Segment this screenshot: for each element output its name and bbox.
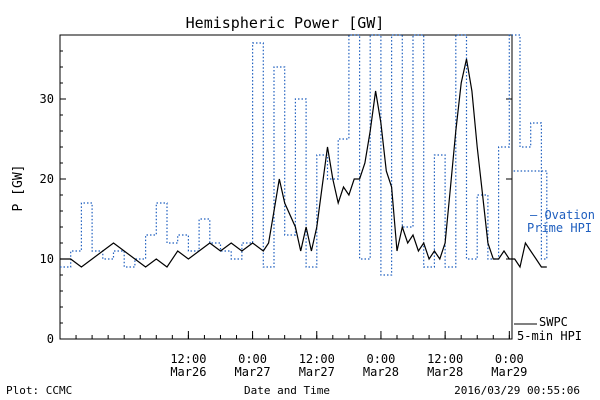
plot-timestamp: 2016/03/29 00:55:06 <box>454 384 580 397</box>
x-axis-ticks: 12:00Mar260:00Mar2712:00Mar270:00Mar2812… <box>59 331 527 379</box>
x-tick-time-label: 0:00 <box>366 352 395 366</box>
x-axis-label: Date and Time <box>244 384 330 397</box>
x-tick-date-label: Mar26 <box>170 365 206 379</box>
plot-frame <box>59 34 513 340</box>
x-tick-date-label: Mar27 <box>235 365 271 379</box>
x-tick-time-label: 0:00 <box>238 352 267 366</box>
chart-title: Hemispheric Power [GW] <box>186 14 385 32</box>
y-tick-label: 0 <box>47 332 54 346</box>
x-tick-date-label: Mar29 <box>491 365 527 379</box>
x-tick-time-label: 12:00 <box>299 352 335 366</box>
ovation-prime-hpi-line <box>60 34 548 276</box>
x-tick-time-label: 0:00 <box>495 352 524 366</box>
x-tick-date-label: Mar27 <box>299 365 335 379</box>
legend-swpc-line1: SWPC <box>539 315 568 329</box>
plot-source: Plot: CCMC <box>6 384 72 397</box>
y-axis-label: P [GW] <box>11 165 26 212</box>
legend-swpc-line2: 5-min HPI <box>517 329 582 343</box>
y-tick-label: 20 <box>40 172 54 186</box>
x-tick-date-label: Mar28 <box>427 365 463 379</box>
y-tick-label: 10 <box>40 252 54 266</box>
x-tick-time-label: 12:00 <box>427 352 463 366</box>
x-tick-time-label: 12:00 <box>170 352 206 366</box>
legend-ovation-line2: Prime HPI <box>527 221 592 235</box>
x-tick-date-label: Mar28 <box>363 365 399 379</box>
swpc-hpi-line <box>60 58 547 269</box>
legend-ovation-line1: — Ovation <box>530 208 595 222</box>
y-tick-label: 30 <box>40 92 54 106</box>
